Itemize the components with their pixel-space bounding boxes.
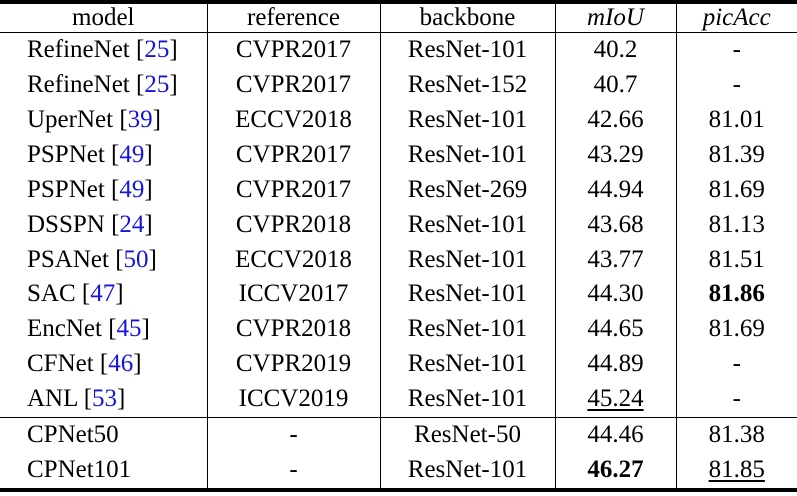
citation-link[interactable]: 49 (119, 175, 145, 203)
model-cell: CFNet [46] (27, 350, 142, 378)
model-cell: PSPNet [49] (27, 141, 153, 169)
reference-cell: - (206, 452, 380, 490)
col-header-backbone: backbone (379, 2, 555, 33)
miou-cell: 43.68 (554, 207, 676, 243)
picacc-cell: 81.01 (675, 102, 797, 138)
reference-cell: ECCV2018 (206, 242, 380, 278)
citation-link[interactable]: 50 (123, 245, 149, 273)
reference-cell: CVPR2017 (206, 172, 380, 208)
model-cell: CPNet101 (27, 456, 132, 484)
backbone-cell: ResNet-101 (379, 137, 555, 173)
model-cell: ANL [53] (27, 385, 126, 413)
backbone-cell: ResNet-101 (379, 102, 555, 138)
miou-cell: 44.89 (554, 346, 676, 382)
citation-link[interactable]: 53 (92, 385, 118, 413)
reference-cell: ECCV2018 (206, 102, 380, 138)
table-row: RefineNet [25] CVPR2017 ResNet-152 40.7- (0, 67, 797, 103)
citation-link[interactable]: 39 (127, 106, 153, 134)
table-row: PSPNet [49] CVPR2017 ResNet-269 44.94 81.69 (0, 172, 797, 208)
col-header-miou: mIoU (554, 2, 676, 33)
table-row: UperNet [39] ECCV2018 ResNet-101 42.66 81.01 (0, 102, 797, 138)
picacc-cell: 81.13 (675, 207, 797, 243)
backbone-cell: ResNet-101 (379, 381, 555, 418)
model-cell: RefineNet [25] (27, 36, 178, 64)
reference-cell: CVPR2018 (206, 311, 380, 347)
model-cell: EncNet [45] (27, 315, 150, 343)
col-header-picacc: picAcc (675, 2, 797, 33)
citation-link[interactable]: 25 (144, 36, 170, 64)
miou-cell: 45.24 (554, 381, 676, 418)
model-cell: DSSPN [24] (27, 210, 153, 238)
reference-cell: ICCV2017 (206, 277, 380, 312)
reference-cell: CVPR2017 (206, 32, 380, 68)
picacc-cell: - (675, 32, 797, 68)
col-header-model: model (0, 2, 207, 33)
citation-link[interactable]: 24 (119, 210, 145, 238)
ours-section: CPNet50- ResNet-50 44.46 81.38 CPNet101 - ResN… (0, 416, 797, 490)
backbone-cell: ResNet-101 (379, 242, 555, 278)
picacc-cell: 81.69 (675, 311, 797, 347)
picacc-cell: - (675, 381, 797, 418)
table-row: PSPNet [49] CVPR2017 ResNet-101 43.29 81.39 (0, 137, 797, 173)
picacc-cell: 81.69 (675, 172, 797, 208)
miou-cell: 40.7 (554, 67, 676, 103)
citation-link[interactable]: 25 (144, 71, 170, 99)
miou-cell: 44.30 (554, 277, 676, 312)
model-cell: SAC [47] (27, 280, 124, 308)
model-cell: PSANet [50] (27, 245, 157, 273)
backbone-cell: ResNet-101 (379, 346, 555, 382)
reference-cell: ICCV2019 (206, 381, 380, 418)
table-row: ANL [53] ICCV2019 ResNet-101 45.24- (0, 381, 797, 418)
table-row: CPNet101 - ResNet-101 46.27 81.85 (0, 452, 797, 490)
reference-cell: CVPR2017 (206, 67, 380, 103)
header-row: model reference backbone mIoU picAcc (0, 2, 797, 33)
table-row: CPNet50- ResNet-50 44.46 81.38 (0, 416, 797, 453)
picacc-cell: 81.39 (675, 137, 797, 173)
miou-cell: 43.29 (554, 137, 676, 173)
backbone-cell: ResNet-101 (379, 207, 555, 243)
backbone-cell: ResNet-101 (379, 452, 555, 490)
miou-cell: 40.2 (554, 32, 676, 68)
table-row: PSANet [50] ECCV2018 ResNet-101 43.77 81.51 (0, 242, 797, 278)
model-cell: CPNet50 (0, 416, 207, 453)
model-cell: RefineNet [25] (27, 71, 178, 99)
reference-cell: CVPR2019 (206, 346, 380, 382)
col-header-reference: reference (206, 2, 380, 33)
reference-cell: CVPR2018 (206, 207, 380, 243)
table-row: DSSPN [24] CVPR2018 ResNet-101 43.68 81.13 (0, 207, 797, 243)
picacc-cell: 81.38 (675, 416, 797, 453)
reference-cell: - (206, 416, 380, 453)
citation-link[interactable]: 49 (119, 141, 145, 169)
picacc-cell: 81.85 (675, 452, 797, 490)
table-row: CFNet [46] CVPR2019 ResNet-101 44.89- (0, 346, 797, 382)
reference-cell: CVPR2017 (206, 137, 380, 173)
backbone-cell: ResNet-101 (379, 32, 555, 68)
table-row: EncNet [45] CVPR2018 ResNet-101 44.65 81.69 (0, 311, 797, 347)
citation-link[interactable]: 47 (90, 280, 116, 308)
picacc-cell: - (675, 67, 797, 103)
picacc-cell: - (675, 346, 797, 382)
miou-cell: 42.66 (554, 102, 676, 138)
backbone-cell: ResNet-50 (379, 416, 555, 453)
picacc-cell: 81.86 (675, 277, 797, 312)
table-row: RefineNet [25] CVPR2017 ResNet-101 40.2- (0, 32, 797, 68)
comparison-section: RefineNet [25] CVPR2017 ResNet-101 40.2- Ref… (0, 32, 797, 418)
backbone-cell: ResNet-269 (379, 172, 555, 208)
model-cell: UperNet [39] (27, 106, 161, 134)
picacc-cell: 81.51 (675, 242, 797, 278)
citation-link[interactable]: 45 (116, 315, 142, 343)
miou-cell: 43.77 (554, 242, 676, 278)
miou-cell: 44.65 (554, 311, 676, 347)
miou-cell: 44.46 (554, 416, 676, 453)
citation-link[interactable]: 46 (108, 350, 134, 378)
backbone-cell: ResNet-101 (379, 277, 555, 312)
table-row: SAC [47] ICCV2017 ResNet-101 44.30 81.86 (0, 277, 797, 312)
model-cell: PSPNet [49] (27, 175, 153, 203)
miou-cell: 46.27 (554, 452, 676, 490)
backbone-cell: ResNet-101 (379, 311, 555, 347)
miou-cell: 44.94 (554, 172, 676, 208)
backbone-cell: ResNet-152 (379, 67, 555, 103)
